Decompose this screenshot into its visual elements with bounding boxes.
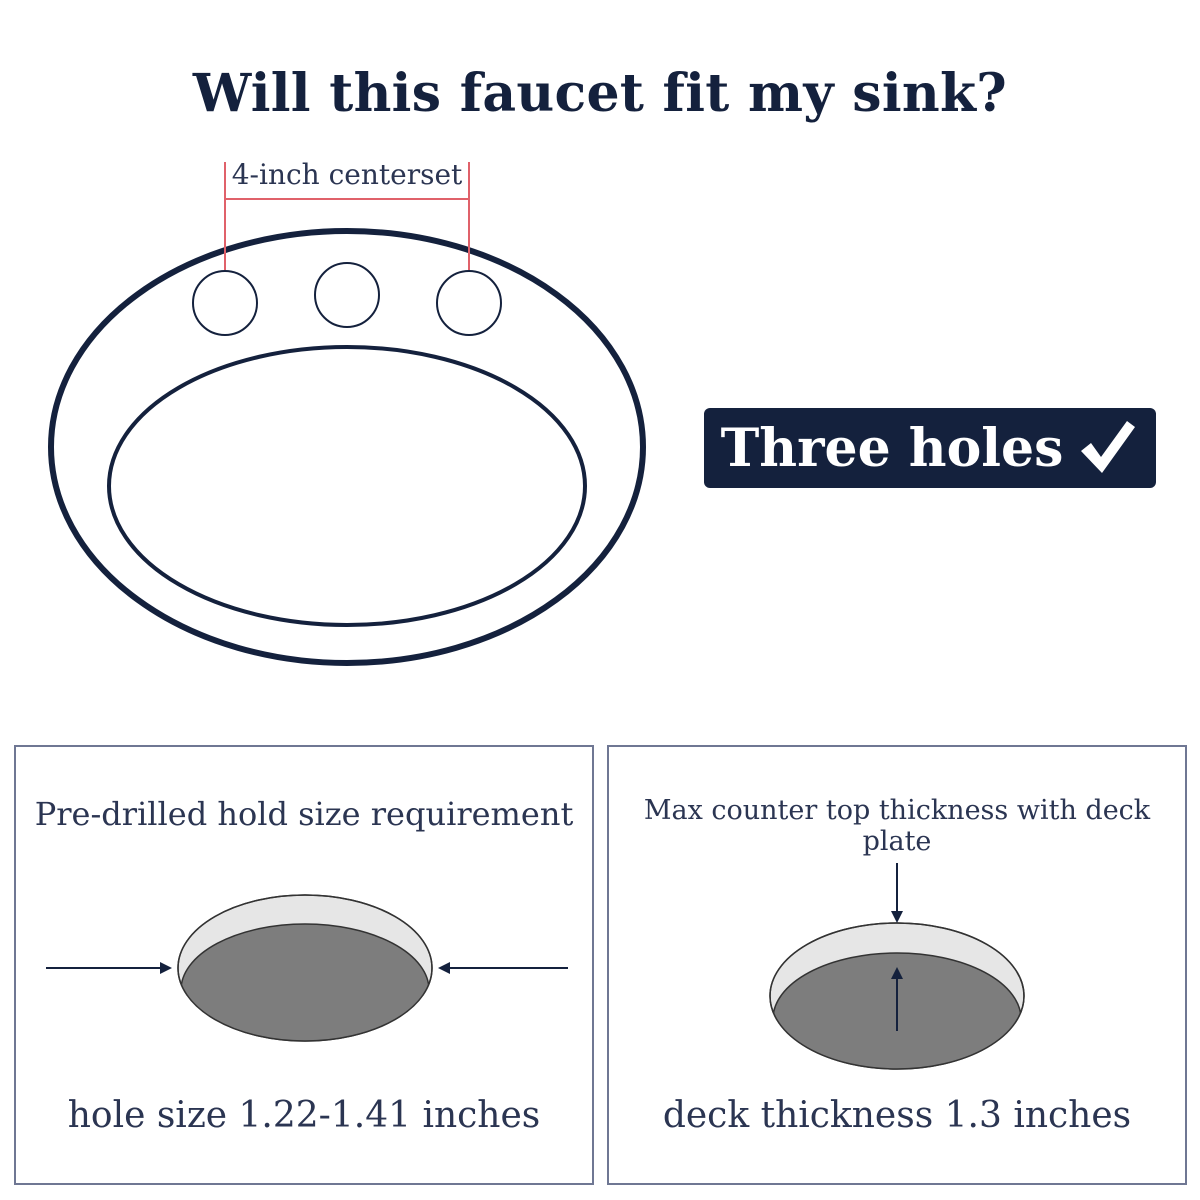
hole-size-illustration — [46, 894, 568, 1042]
hole-count-badge: Three holes — [704, 408, 1156, 488]
faucet-hole-center — [314, 262, 380, 328]
badge-label: Three holes — [720, 417, 1064, 479]
sink-basin — [107, 345, 587, 627]
centerset-label: 4-inch centerset — [231, 158, 463, 191]
deck-thickness-illustration — [769, 863, 1025, 1070]
deck-thickness-caption: deck thickness 1.3 inches — [662, 1095, 1132, 1136]
hole-size-caption: hole size 1.22-1.41 inches — [67, 1095, 541, 1136]
page-title: Will this faucet fit my sink? — [192, 62, 1008, 124]
checkmark-icon — [1081, 421, 1136, 473]
deck-thickness-heading: Max counter top thickness with deck plat… — [643, 795, 1151, 857]
hole-size-panel: Pre-drilled hold size requirement hole s… — [14, 745, 594, 1185]
sink-outer-rim — [48, 228, 646, 666]
deck-thickness-panel: Max counter top thickness with deck plat… — [607, 745, 1187, 1185]
faucet-hole-left — [192, 270, 258, 336]
hole-opening — [180, 923, 430, 1041]
hole-size-heading: Pre-drilled hold size requirement — [34, 795, 574, 833]
faucet-hole-right — [436, 270, 502, 336]
sink-diagram — [48, 162, 646, 666]
